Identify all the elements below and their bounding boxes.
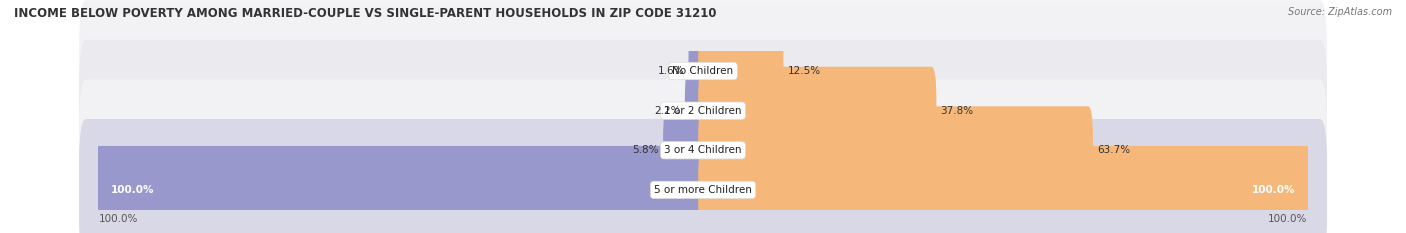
Text: 63.7%: 63.7% bbox=[1097, 145, 1130, 155]
FancyBboxPatch shape bbox=[699, 106, 1092, 194]
Text: 1.6%: 1.6% bbox=[658, 66, 685, 76]
Text: 100.0%: 100.0% bbox=[1268, 214, 1308, 224]
FancyBboxPatch shape bbox=[79, 79, 1327, 221]
Text: 37.8%: 37.8% bbox=[941, 106, 974, 116]
Text: 100.0%: 100.0% bbox=[1251, 185, 1295, 195]
FancyBboxPatch shape bbox=[94, 146, 707, 233]
Text: 1 or 2 Children: 1 or 2 Children bbox=[664, 106, 742, 116]
Text: INCOME BELOW POVERTY AMONG MARRIED-COUPLE VS SINGLE-PARENT HOUSEHOLDS IN ZIP COD: INCOME BELOW POVERTY AMONG MARRIED-COUPL… bbox=[14, 7, 717, 20]
FancyBboxPatch shape bbox=[699, 67, 936, 155]
FancyBboxPatch shape bbox=[685, 67, 707, 155]
FancyBboxPatch shape bbox=[79, 40, 1327, 182]
FancyBboxPatch shape bbox=[689, 27, 707, 115]
FancyBboxPatch shape bbox=[79, 119, 1327, 233]
Text: 5 or more Children: 5 or more Children bbox=[654, 185, 752, 195]
Text: 5.8%: 5.8% bbox=[633, 145, 659, 155]
FancyBboxPatch shape bbox=[664, 106, 707, 194]
FancyBboxPatch shape bbox=[79, 0, 1327, 142]
Text: Source: ZipAtlas.com: Source: ZipAtlas.com bbox=[1288, 7, 1392, 17]
Text: 2.2%: 2.2% bbox=[654, 106, 681, 116]
Text: 100.0%: 100.0% bbox=[111, 185, 155, 195]
FancyBboxPatch shape bbox=[699, 146, 1312, 233]
Text: 3 or 4 Children: 3 or 4 Children bbox=[664, 145, 742, 155]
Text: No Children: No Children bbox=[672, 66, 734, 76]
Text: 100.0%: 100.0% bbox=[98, 214, 138, 224]
FancyBboxPatch shape bbox=[699, 27, 783, 115]
FancyBboxPatch shape bbox=[79, 119, 1327, 233]
Text: 12.5%: 12.5% bbox=[787, 66, 821, 76]
